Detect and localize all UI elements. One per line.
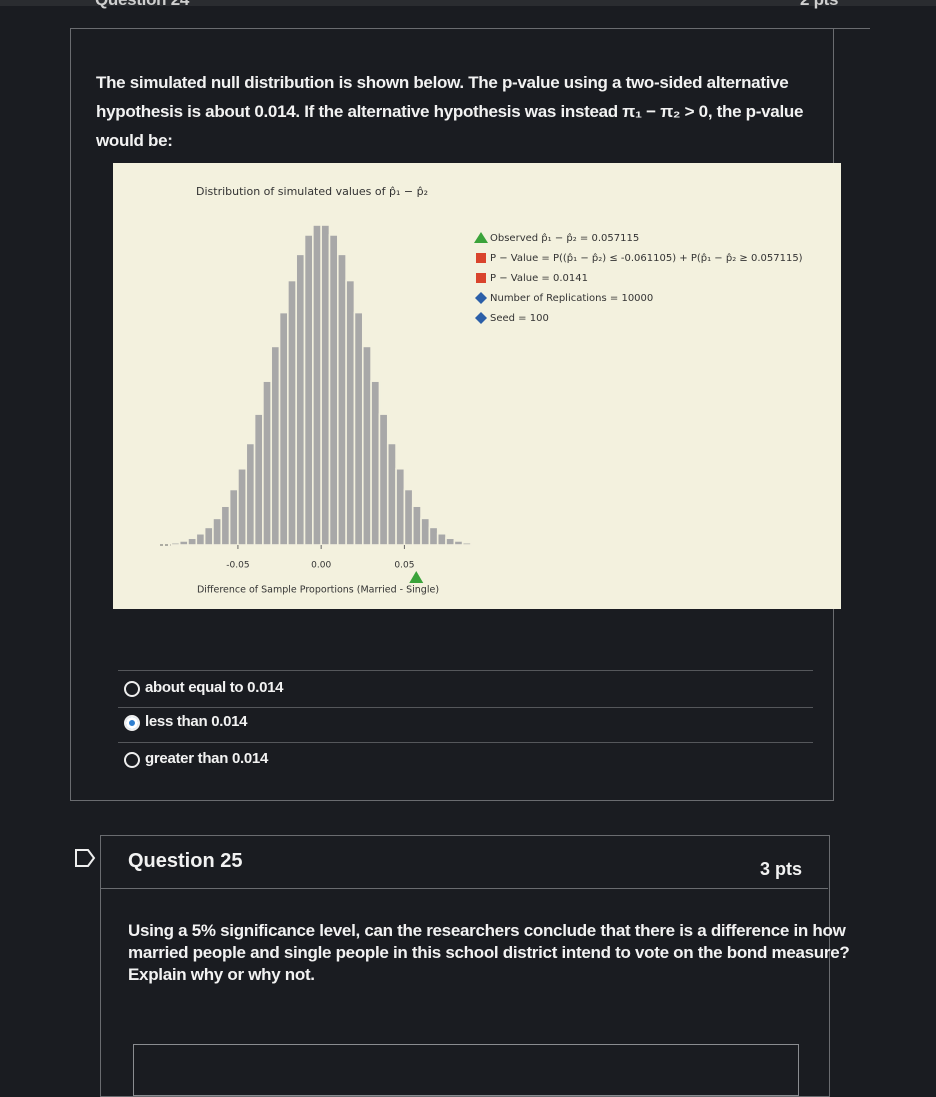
question-25-points: 3 pts (760, 859, 803, 879)
legend-symbol (475, 292, 487, 304)
question-25-prompt: Using a 5% significance level, can the r… (128, 920, 850, 986)
chart-title: Distribution of simulated values of p̂₁ … (196, 185, 428, 198)
histogram-bar (245, 442, 256, 546)
histogram-bar (270, 345, 281, 546)
histogram-bar (187, 537, 198, 546)
prompt-line: married people and single people in this… (128, 943, 850, 962)
x-tick-label: 0.00 (311, 561, 331, 571)
histogram-bar (220, 505, 231, 546)
histogram-bar (203, 526, 214, 546)
prompt-line: would be: (96, 131, 173, 150)
option-label[interactable]: about equal to 0.014 (145, 679, 284, 696)
histogram-bar (320, 224, 331, 546)
prompt-line: Using a 5% significance level, can the r… (128, 921, 846, 940)
histogram-bar (403, 488, 414, 546)
x-axis-label: Difference of Sample Proportions (Marrie… (197, 585, 439, 596)
histogram-bar (228, 488, 239, 546)
observed-marker (409, 571, 424, 583)
histogram-bar (178, 540, 189, 546)
histogram-bar (353, 311, 364, 546)
histogram-bar (212, 517, 223, 546)
histogram-bar (278, 311, 289, 546)
histogram-bar (453, 540, 464, 546)
histogram-bar (386, 442, 397, 546)
legend-text: Seed = 100 (490, 313, 549, 324)
histogram-bar (287, 279, 297, 546)
histogram-bar (395, 467, 406, 546)
histogram-bar (337, 253, 347, 546)
histogram-bar (253, 413, 264, 546)
radio-button[interactable] (124, 681, 140, 697)
histogram-bar (295, 253, 306, 546)
flag-icon[interactable] (74, 848, 98, 868)
x-tick-label: 0.05 (394, 561, 414, 571)
legend-text: Observed p̂₁ − p̂₂ = 0.057115 (490, 232, 639, 244)
question-24-prompt: The simulated null distribution is shown… (96, 68, 803, 155)
histogram-bar (461, 541, 472, 546)
legend-symbol (476, 253, 486, 263)
option-divider (118, 742, 813, 743)
histogram-bar (420, 517, 431, 546)
answer-box[interactable] (133, 1044, 799, 1096)
histogram-bar (237, 467, 248, 546)
question-24-header: Question 24 (95, 0, 189, 10)
option-divider (118, 707, 813, 708)
prompt-line: Explain why or why not. (128, 965, 315, 984)
histogram-bar (170, 541, 181, 546)
option-divider (118, 670, 813, 671)
histogram-bar (345, 279, 356, 546)
option-label[interactable]: less than 0.014 (145, 713, 248, 730)
question-24-points: 2 pts (800, 0, 838, 10)
histogram-bar (262, 380, 273, 546)
legend-symbol (476, 273, 486, 283)
prompt-line: The simulated null distribution is shown… (96, 73, 789, 92)
radio-button[interactable] (124, 752, 140, 768)
legend-text: Number of Replications = 10000 (490, 293, 653, 304)
histogram-bar (361, 345, 372, 546)
legend-symbol (475, 312, 487, 324)
histogram-bar (411, 505, 422, 546)
histogram-bar (303, 234, 314, 546)
histogram-bar (195, 532, 206, 546)
question-25-header-bar (101, 888, 828, 889)
legend-text: P − Value = P((p̂₁ − p̂₂) ≤ -0.061105) +… (490, 252, 803, 264)
histogram-bar (370, 380, 381, 546)
top-bar (0, 0, 936, 6)
option-label[interactable]: greater than 0.014 (145, 750, 268, 767)
histogram-bar (378, 413, 389, 546)
histogram-bar (428, 526, 439, 546)
histogram-bar (445, 537, 456, 546)
radio-button[interactable] (124, 715, 140, 731)
histogram-figure: Distribution of simulated values of p̂₁ … (113, 163, 841, 609)
histogram-bar (312, 224, 322, 546)
x-tick-label: -0.05 (226, 561, 249, 571)
legend-text: P − Value = 0.0141 (490, 273, 588, 284)
question-25-title: Question 25 (128, 850, 243, 872)
card-rule (70, 28, 870, 29)
histogram-bar (328, 234, 339, 546)
histogram-bar (436, 532, 447, 546)
legend-symbol (474, 232, 488, 243)
prompt-line: hypothesis is about 0.014. If the altern… (96, 102, 804, 121)
